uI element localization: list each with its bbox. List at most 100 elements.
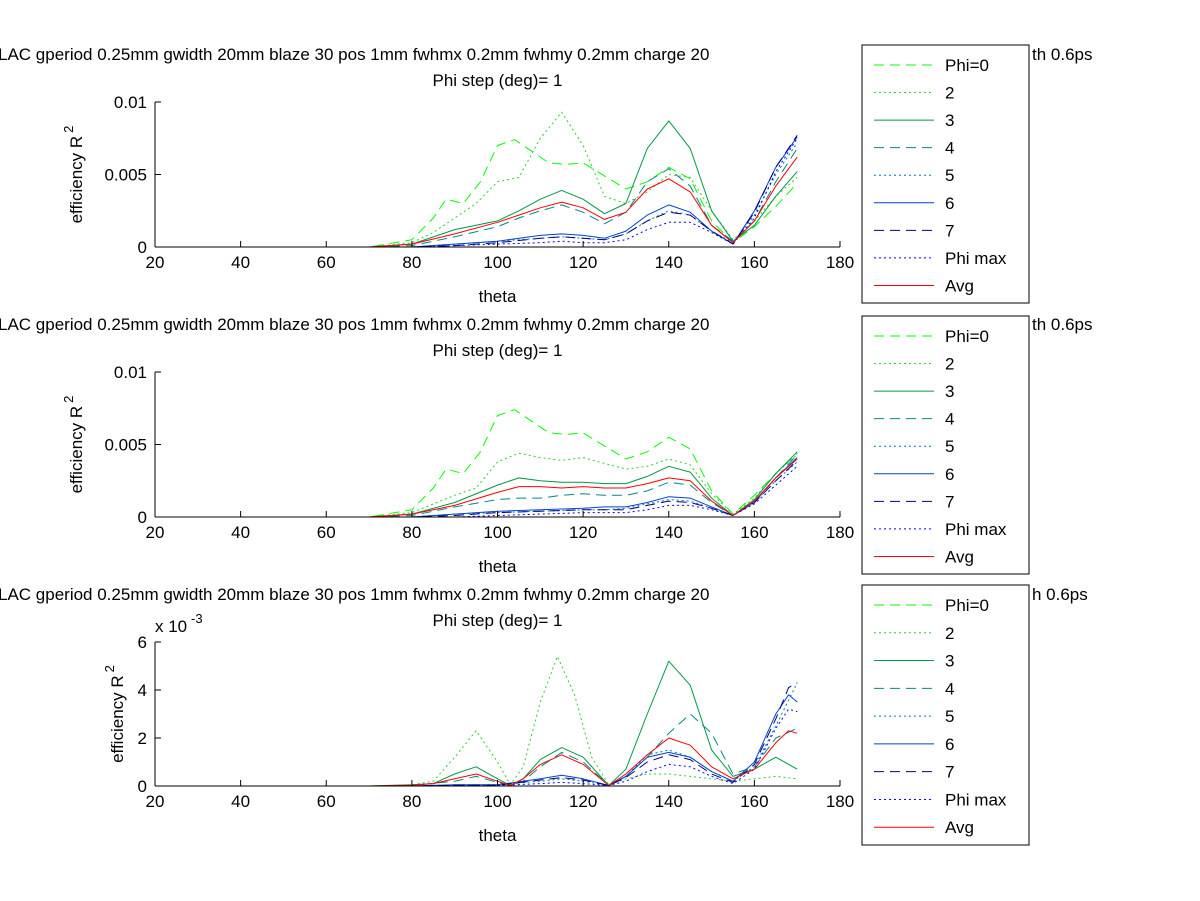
x-tick-label: 160 [740, 792, 768, 811]
x-tick-label: 140 [655, 253, 683, 272]
x-tick-label: 140 [655, 792, 683, 811]
series-line-4 [197, 713, 798, 787]
legend-entry: 6 [945, 465, 954, 484]
y-axis-label-text: efficiency R [108, 675, 127, 763]
legend-entry: Avg [945, 547, 974, 566]
legend-entry: 6 [945, 735, 954, 754]
chart-title: LAC gperiod 0.25mm gwidth 20mm blaze 30 … [0, 315, 709, 334]
y-tick-label: 0 [138, 777, 147, 796]
legend-entry: 5 [945, 166, 954, 185]
legend-entry: 3 [945, 111, 954, 130]
subplot-1: LAC gperiod 0.25mm gwidth 20mm blaze 30 … [0, 44, 1093, 306]
series-line-avg [197, 730, 798, 787]
legend-entry: 2 [945, 624, 954, 643]
legend-entry: 5 [945, 707, 954, 726]
y-tick-label: 0 [138, 238, 147, 257]
x-axis-label: theta [479, 826, 517, 845]
series-line-phi-max [197, 465, 798, 518]
x-tick-label: 20 [146, 253, 165, 272]
x-tick-label: 180 [826, 792, 854, 811]
legend-entry: Phi=0 [945, 327, 989, 346]
x-tick-label: 100 [483, 523, 511, 542]
series-line-2 [197, 111, 798, 248]
legend-entry: 6 [945, 194, 954, 213]
legend-entry: Avg [945, 276, 974, 295]
chart-title-tail: th 0.6ps [1032, 45, 1093, 64]
chart-title-tail: th 0.6ps [1032, 315, 1093, 334]
x-tick-label: 80 [402, 792, 421, 811]
legend-entry: 4 [945, 139, 954, 158]
legend-box [861, 315, 1030, 575]
y-exponent-sup: -3 [191, 611, 203, 626]
subplot-2: LAC gperiod 0.25mm gwidth 20mm blaze 30 … [0, 315, 1093, 576]
legend-entry: Phi=0 [945, 596, 989, 615]
x-tick-label: 60 [317, 523, 336, 542]
series-line-7 [197, 135, 798, 248]
x-tick-label: 40 [231, 792, 250, 811]
x-axis-label: theta [479, 557, 517, 576]
y-tick-label: 2 [138, 729, 147, 748]
panels: LAC gperiod 0.25mm gwidth 20mm blaze 30 … [0, 44, 1093, 846]
series-line-phi-0 [197, 409, 798, 518]
y-tick-label: 0.005 [104, 436, 147, 455]
x-axis-label: theta [479, 287, 517, 306]
legend-box [861, 584, 1030, 846]
legend-entry: 4 [945, 679, 954, 698]
series-line-phi-0 [197, 139, 798, 248]
x-tick-label: 20 [146, 792, 165, 811]
chart-title: LAC gperiod 0.25mm gwidth 20mm blaze 30 … [0, 585, 709, 604]
series-line-avg [197, 156, 798, 248]
legend-entry: 7 [945, 221, 954, 240]
y-axis-label-text: efficiency R [67, 136, 86, 224]
y-axis-label-sup: 2 [102, 665, 117, 672]
y-tick-label: 0.01 [114, 363, 147, 382]
legend-box [861, 44, 1030, 304]
y-axis-label-text: efficiency R [67, 406, 86, 494]
series-line-3 [197, 660, 798, 787]
legend-entry: Phi max [945, 520, 1007, 539]
x-tick-label: 40 [231, 253, 250, 272]
y-axis-label: efficiency R 2 [102, 665, 127, 763]
x-tick-label: 60 [317, 792, 336, 811]
series-line-2 [197, 452, 798, 518]
x-tick-label: 80 [402, 253, 421, 272]
chart-title-tail: h 0.6ps [1032, 585, 1088, 604]
legend-entry: Phi max [945, 790, 1007, 809]
x-tick-label: 180 [826, 523, 854, 542]
legend-entry: 3 [945, 382, 954, 401]
legend-entry: 2 [945, 84, 954, 103]
chart-subtitle: Phi step (deg)= 1 [433, 611, 563, 630]
chart-subtitle: Phi step (deg)= 1 [433, 341, 563, 360]
x-tick-label: 20 [146, 523, 165, 542]
series-line-avg [197, 458, 798, 518]
x-tick-label: 60 [317, 253, 336, 272]
legend-entry: 3 [945, 652, 954, 671]
y-exponent-label: x 10 [155, 617, 187, 636]
x-tick-label: 160 [740, 253, 768, 272]
x-tick-label: 180 [826, 253, 854, 272]
y-tick-label: 0.01 [114, 93, 147, 112]
y-tick-label: 6 [138, 633, 147, 652]
series-line-6 [197, 694, 798, 787]
legend-entry: 4 [945, 410, 954, 429]
x-tick-label: 140 [655, 523, 683, 542]
x-tick-label: 40 [231, 523, 250, 542]
y-axis-label-sup: 2 [61, 396, 76, 403]
legend-entry: 5 [945, 437, 954, 456]
legend-entry: Phi=0 [945, 56, 989, 75]
legend-entry: Avg [945, 818, 974, 837]
legend-entry: Phi max [945, 249, 1007, 268]
x-tick-label: 100 [483, 792, 511, 811]
subplot-3: LAC gperiod 0.25mm gwidth 20mm blaze 30 … [0, 584, 1088, 846]
series-line-2 [197, 655, 798, 787]
legend-entry: 7 [945, 492, 954, 511]
y-axis-label: efficiency R 2 [61, 126, 86, 224]
chart-subtitle: Phi step (deg)= 1 [433, 71, 563, 90]
x-tick-label: 100 [483, 253, 511, 272]
y-tick-label: 0 [138, 508, 147, 527]
y-tick-label: 0.005 [104, 166, 147, 185]
legend-entry: 7 [945, 763, 954, 782]
y-axis-label-sup: 2 [61, 126, 76, 133]
x-tick-label: 120 [569, 792, 597, 811]
